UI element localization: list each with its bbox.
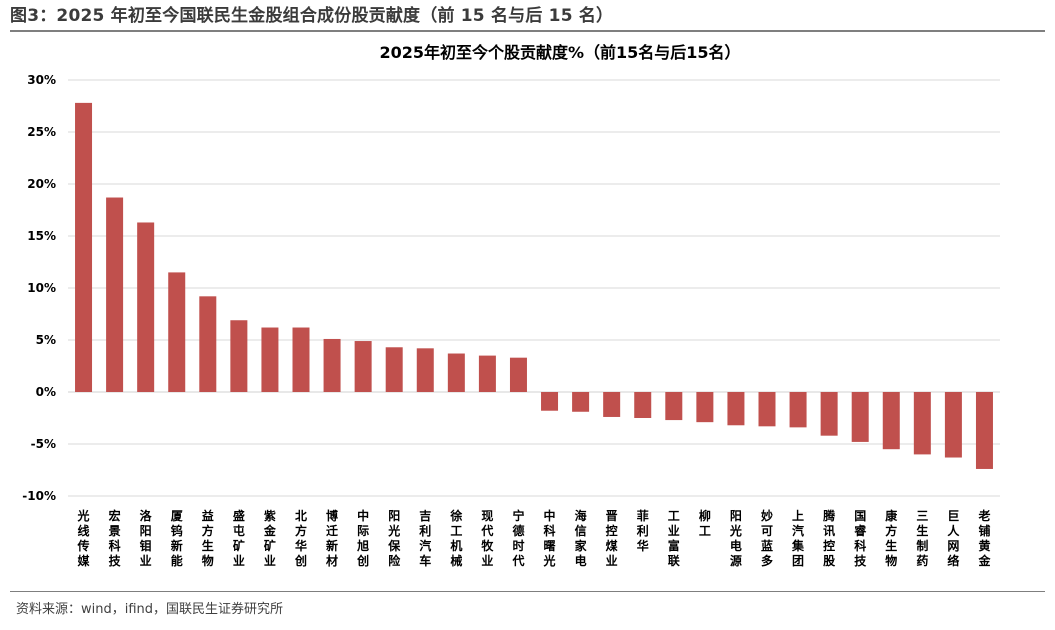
bar [509,357,527,392]
y-tick-label: 25% [27,125,56,139]
x-category-label: 上汽集团 [791,508,805,568]
y-axis-ticks: -10% -5% 0% 5% 10% 15% 20% 25% 30% [22,73,56,503]
bar [478,355,496,392]
x-category-label: 菲利华 [637,508,649,553]
x-category-label: 吉利汽车 [419,508,431,568]
x-category-label: 中际旭创 [356,508,369,568]
bar [137,222,155,392]
bar [447,353,465,392]
bar [851,392,869,442]
x-category-label: 海信家电 [575,508,588,568]
y-tick-label: -10% [22,489,56,503]
bar [975,392,993,469]
bar [354,341,372,392]
x-category-label: 洛阳钼业 [140,508,153,568]
bars [75,102,993,469]
x-category-label: 工业富联 [668,509,680,568]
bar [292,327,310,392]
x-category-label: 盛屯矿业 [233,508,245,568]
bar [944,392,962,458]
bar [199,296,217,392]
bar [75,102,93,392]
y-tick-label: 0% [36,385,56,399]
x-category-label: 宁德时代 [511,508,524,568]
x-category-label: 康方生物 [885,508,898,568]
x-category-label: 宏景科技 [109,508,122,568]
chart-title: 2025年初至今个股贡献度%（前15名与后15名） [379,43,740,62]
bar [323,338,341,392]
x-category-label: 益方生物 [202,508,214,568]
x-category-label: 阳光电源 [729,508,742,568]
x-category-label: 中科曙光 [543,508,556,568]
bar [106,197,124,392]
y-tick-label: 15% [27,229,56,243]
x-category-label: 妙可蓝多 [761,508,773,568]
x-category-label: 北方华创 [294,508,307,568]
figure-title: 图3：2025 年初至今国联民生金股组合成份股贡献度（前 15 名与后 15 名… [10,4,1045,32]
bar [603,392,621,417]
x-category-label: 光线传媒 [77,508,91,568]
bar [882,392,900,450]
bar [230,320,248,392]
bar [261,327,279,392]
bar [634,392,652,418]
x-category-label: 厦钨新能 [171,508,184,568]
x-category-label: 博迁新材 [325,508,338,568]
x-category-label: 晋控煤业 [606,508,618,568]
bar [789,392,807,428]
x-category-label: 巨人网络 [947,509,960,568]
bar [665,392,683,421]
y-tick-label: 30% [27,73,56,87]
x-category-label: 紫金矿业 [263,508,277,568]
gridlines [68,79,1000,497]
bar [727,392,745,426]
bar [541,392,559,411]
bar [696,392,714,423]
x-axis-labels: 光线传媒 宏景科技 洛阳钼业 厦钨新能 益方生物 盛屯矿业 紫金矿业 北方华创 博迁新材 中际旭创… [77,508,992,568]
x-category-label: 老铺黄金 [977,508,991,568]
source-divider [10,591,1045,592]
x-category-label: 现代牧业 [480,509,494,568]
bar [168,272,186,392]
x-category-label: 国睿科技 [854,509,867,568]
y-tick-label: 20% [27,177,56,191]
source-note: 资料来源：wind，ifind，国联民生证券研究所 [16,602,284,617]
bar [572,392,590,412]
bar [758,392,776,427]
y-tick-label: 5% [36,333,56,347]
bar [913,392,931,455]
bar [416,348,434,392]
x-category-label: 徐工机械 [449,508,462,568]
bar [385,347,403,392]
x-category-label: 腾讯控股 [822,508,836,568]
x-category-label: 阳光保险 [387,508,401,568]
x-category-label: 柳工 [699,508,711,538]
y-tick-label: 10% [27,281,56,295]
x-category-label: 三生制药 [916,509,928,568]
bar-chart: 2025年初至今个股贡献度%（前15名与后15名） -10% -5% 0% 5% 10%… [22,43,1000,568]
y-tick-label: -5% [31,437,56,451]
bar [820,392,838,436]
